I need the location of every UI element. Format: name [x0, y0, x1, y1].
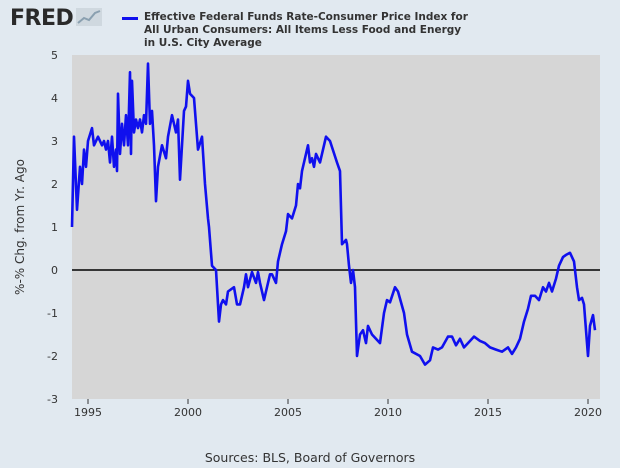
y-axis-label: %-% Chg. from Yr. Ago [13, 159, 27, 295]
y-tick-label: 1 [51, 221, 58, 234]
y-tick-label: 3 [51, 135, 58, 148]
plot-area [72, 55, 600, 399]
y-tick-label: -2 [47, 350, 58, 363]
source: Sources: BLS, Board of Governors [205, 450, 415, 465]
y-tick-label: 5 [51, 49, 58, 62]
legend-swatch [122, 17, 138, 20]
logo-text: FRED [10, 6, 74, 31]
y-tick-label: -3 [47, 393, 58, 406]
x-tick-label: 2000 [174, 406, 202, 419]
x-tick-label: 1995 [74, 406, 102, 419]
logo-icon [76, 8, 103, 26]
series-line [70, 62, 597, 366]
legend-label: Effective Federal Funds Rate-Consumer Pr… [144, 11, 468, 49]
x-tick-label: 2020 [574, 406, 602, 419]
x-tick-label: 2005 [274, 406, 302, 419]
y-tick-label: 0 [51, 264, 58, 277]
x-tick-label: 2015 [474, 406, 502, 419]
logo: FRED [10, 6, 103, 31]
legend: Effective Federal Funds Rate-Consumer Pr… [122, 11, 472, 50]
y-tick-label: 4 [51, 92, 58, 105]
y-tick-label: 2 [51, 178, 58, 191]
x-tick-label: 2010 [374, 406, 402, 419]
y-tick-label: -1 [47, 307, 58, 320]
